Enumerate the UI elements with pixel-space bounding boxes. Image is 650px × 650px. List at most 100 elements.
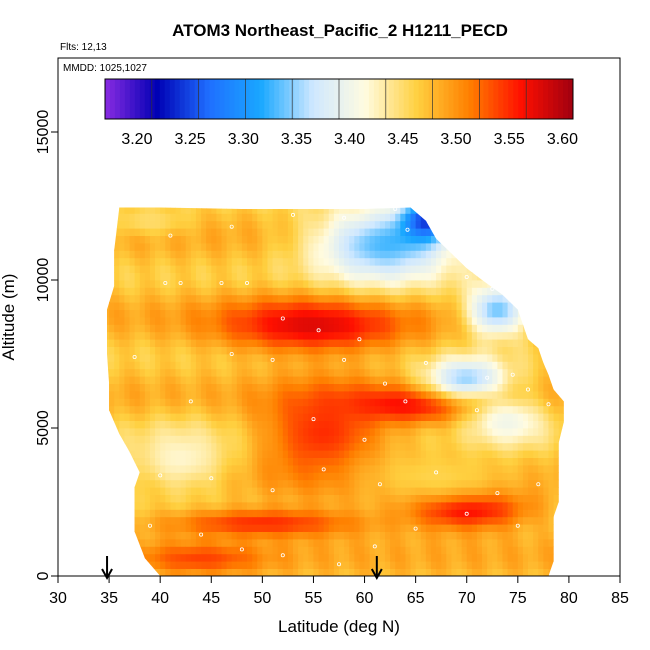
heatmap-cell: [114, 383, 120, 392]
heatmap-cell: [185, 207, 192, 214]
heatmap-cell: [528, 257, 534, 266]
heatmap-cell: [487, 383, 493, 392]
heatmap-cell: [252, 420, 258, 429]
heatmap-cell: [308, 568, 314, 576]
heatmap-cell: [359, 207, 365, 214]
heatmap-cell: [476, 398, 483, 407]
heatmap-cell: [170, 368, 176, 377]
heatmap-cell: [379, 435, 386, 444]
heatmap-cell: [272, 302, 279, 310]
heatmap-cell: [482, 465, 488, 473]
heatmap-cell: [415, 561, 422, 569]
heatmap-cell: [564, 280, 570, 288]
heatmap-cell: [287, 361, 294, 370]
heatmap-cell: [231, 561, 238, 569]
heatmap-cell: [144, 302, 151, 310]
heatmap-cell: [420, 243, 427, 251]
heatmap-cell: [308, 465, 314, 473]
heatmap-cell: [523, 199, 529, 207]
heatmap-cell: [379, 442, 386, 451]
heatmap-cell: [507, 539, 514, 547]
heatmap-cell: [461, 243, 468, 251]
heatmap-cell: [553, 243, 560, 251]
heatmap-cell: [247, 272, 253, 281]
heatmap-cell: [487, 479, 493, 488]
heatmap-cell: [354, 235, 360, 244]
heatmap-cell: [492, 324, 498, 333]
heatmap-cell: [430, 472, 437, 481]
heatmap-cell: [564, 354, 570, 362]
heatmap-cell: [359, 265, 365, 273]
heatmap-cell: [349, 457, 355, 466]
heatmap-cell: [119, 450, 125, 458]
heatmap-cell: [369, 509, 376, 518]
heatmap-cell: [364, 435, 371, 444]
heatmap-cell: [364, 250, 371, 259]
heatmap-cell: [114, 228, 120, 236]
heatmap-cell: [221, 250, 227, 259]
heatmap-cell: [456, 331, 463, 340]
heatmap-cell: [522, 287, 529, 296]
heatmap-cell: [538, 524, 544, 532]
heatmap-cell: [538, 243, 544, 251]
heatmap-cell: [277, 302, 284, 310]
heatmap-cell: [517, 243, 524, 251]
heatmap-cell: [446, 398, 452, 407]
heatmap-cell: [226, 235, 233, 244]
heatmap-cell: [139, 280, 146, 288]
heatmap-cell: [241, 428, 248, 436]
heatmap-cell: [247, 553, 253, 562]
heatmap-cell: [548, 553, 554, 562]
heatmap-cell: [221, 361, 227, 370]
heatmap-cell: [99, 199, 105, 207]
heatmap-cell: [129, 420, 136, 429]
heatmap-cell: [109, 405, 115, 414]
sample-point: [229, 224, 234, 229]
heatmap-cell: [354, 413, 360, 421]
heatmap-cell: [349, 250, 355, 259]
heatmap-cell: [333, 361, 340, 370]
heatmap-cell: [129, 561, 136, 569]
heatmap-cell: [180, 465, 187, 473]
heatmap-cell: [257, 324, 263, 333]
heatmap-cell: [476, 220, 483, 229]
heatmap-cell: [349, 479, 355, 488]
heatmap-cell: [236, 487, 243, 495]
heatmap-cell: [313, 280, 319, 288]
heatmap-cell: [507, 309, 514, 318]
heatmap-cell: [241, 546, 248, 555]
heatmap-cell: [165, 435, 171, 444]
heatmap-cell: [548, 531, 554, 540]
colorbar-swatch: [413, 79, 420, 119]
heatmap-cell: [344, 213, 350, 222]
heatmap-cell: [129, 287, 136, 296]
heatmap-cell: [492, 339, 498, 347]
heatmap-cell: [471, 361, 478, 370]
heatmap-cell: [190, 568, 197, 576]
heatmap-cell: [517, 368, 524, 377]
heatmap-cell: [410, 235, 417, 244]
heatmap-cell: [507, 331, 514, 340]
heatmap-cell: [405, 383, 411, 392]
heatmap-cell: [160, 479, 166, 488]
heatmap-cell: [517, 457, 524, 466]
heatmap-cell: [497, 368, 503, 377]
heatmap-cell: [241, 361, 248, 370]
heatmap-cell: [446, 339, 452, 347]
heatmap-cell: [522, 413, 529, 421]
heatmap-cell: [502, 302, 508, 310]
heatmap-cell: [528, 442, 534, 451]
heatmap-cell: [155, 228, 161, 236]
heatmap-cell: [410, 428, 417, 436]
heatmap-cell: [160, 524, 166, 532]
heatmap-cell: [497, 376, 503, 384]
heatmap-cell: [436, 317, 442, 325]
heatmap-cell: [364, 339, 371, 347]
heatmap-cell: [272, 331, 279, 340]
heatmap-cell: [328, 450, 335, 458]
heatmap-cell: [124, 257, 130, 266]
heatmap-cell: [384, 553, 391, 562]
heatmap-cell: [400, 199, 406, 207]
heatmap-cell: [165, 479, 171, 488]
heatmap-cell: [170, 317, 176, 325]
